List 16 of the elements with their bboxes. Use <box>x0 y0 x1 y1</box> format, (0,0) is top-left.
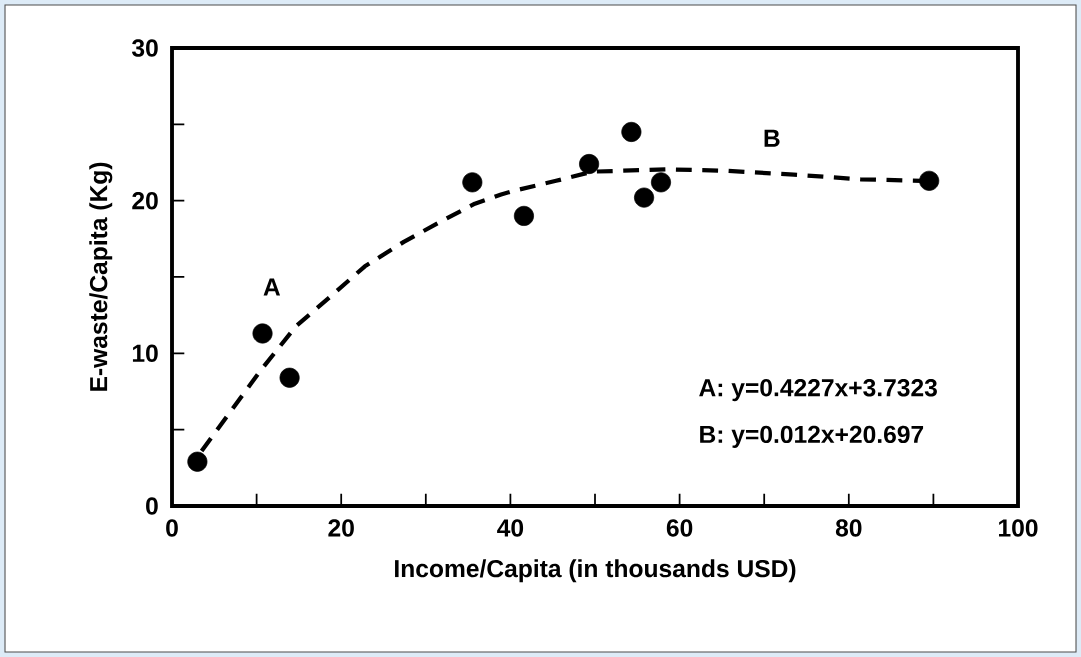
x-tick-label: 0 <box>166 519 178 537</box>
annotation: B <box>764 129 780 147</box>
x-axis-title: Income/Capita (in thousands USD) <box>395 559 796 583</box>
x-tick-label: 100 <box>999 519 1038 537</box>
y-tick-label: 30 <box>131 39 158 57</box>
annotation: B: y=0.012x+20.697 <box>700 425 924 448</box>
x-tick-label: 60 <box>666 519 693 537</box>
x-tick-label: 80 <box>835 519 862 537</box>
y-axis-title: E-waste/Capita (Kg) <box>89 162 113 391</box>
x-tick-label: 40 <box>497 519 524 537</box>
annotation: A <box>263 278 281 296</box>
y-tick-label: 0 <box>146 497 158 515</box>
y-tick-label: 20 <box>132 191 158 210</box>
y-tick-label: 10 <box>132 344 158 363</box>
annotation: A: y=0.4227x+3.7323 <box>699 378 937 402</box>
x-tick-label: 20 <box>328 519 354 537</box>
